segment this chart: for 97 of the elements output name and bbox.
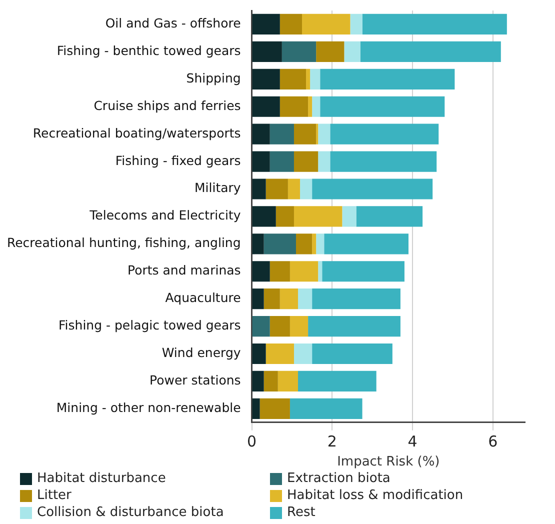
legend-label: Litter xyxy=(37,488,72,503)
bar xyxy=(300,178,312,200)
y-tick-label: Recreational boating/watersports xyxy=(32,125,241,140)
bar xyxy=(290,316,308,337)
bar xyxy=(280,68,306,90)
bar xyxy=(312,288,400,310)
bar xyxy=(252,206,276,227)
bar xyxy=(310,68,320,90)
bar xyxy=(252,178,266,200)
bar xyxy=(280,96,308,117)
x-tick-label: 2 xyxy=(327,432,337,450)
x-tick-label: 6 xyxy=(488,432,498,450)
y-tick-label: Shipping xyxy=(186,70,241,86)
bar xyxy=(264,370,278,392)
bar xyxy=(290,261,318,282)
y-tick-label: Fishing - fixed gears xyxy=(115,152,241,168)
x-axis-title: Impact Risk (%) xyxy=(337,454,440,470)
y-tick-label: Aquaculture xyxy=(165,290,242,306)
y-tick-label: Recreational hunting, fishing, angling xyxy=(6,235,241,250)
bar xyxy=(252,234,264,254)
bar xyxy=(308,316,400,337)
bar xyxy=(252,14,280,35)
bar xyxy=(342,206,356,227)
bar xyxy=(324,234,408,254)
bar xyxy=(260,398,290,419)
x-tick-label: 4 xyxy=(408,432,418,450)
bar xyxy=(320,96,445,117)
bar xyxy=(318,124,330,144)
bar xyxy=(252,343,266,364)
bar xyxy=(266,178,288,200)
bar xyxy=(316,41,344,62)
bar xyxy=(252,68,280,90)
x-tick-label: 0 xyxy=(247,432,257,450)
bar xyxy=(294,206,342,227)
legend-label: Collision & disturbance biota xyxy=(37,505,224,520)
bar xyxy=(322,261,404,282)
bar xyxy=(276,206,294,227)
y-tick-label: Fishing - benthic towed gears xyxy=(56,42,241,58)
y-tick-label: Fishing - pelagic towed gears xyxy=(58,318,241,333)
bar xyxy=(252,370,264,392)
bar xyxy=(252,398,260,419)
y-tick-label: Oil and Gas - offshore xyxy=(105,15,242,30)
bar xyxy=(290,398,362,419)
bar xyxy=(318,151,330,172)
bar xyxy=(306,68,310,90)
bar xyxy=(282,41,316,62)
y-tick-label: Ports and marinas xyxy=(127,262,241,278)
bar xyxy=(294,124,316,144)
bar xyxy=(312,234,316,254)
bar xyxy=(252,288,264,310)
bar xyxy=(252,124,270,144)
bar xyxy=(316,234,324,254)
bar xyxy=(356,206,423,227)
bar xyxy=(264,234,296,254)
bar xyxy=(318,261,322,282)
y-tick-label: Mining - other non-renewable xyxy=(56,400,242,415)
bar xyxy=(312,178,433,200)
bar xyxy=(252,96,280,117)
bar xyxy=(298,288,312,310)
bar xyxy=(252,261,270,282)
bar xyxy=(270,316,290,337)
bar xyxy=(252,151,270,172)
bar xyxy=(362,14,507,35)
bar xyxy=(330,151,437,172)
bar xyxy=(288,178,300,200)
bar xyxy=(252,41,282,62)
bar xyxy=(344,41,360,62)
bar xyxy=(330,124,439,144)
legend-label: Habitat disturbance xyxy=(37,471,166,486)
bar xyxy=(266,343,294,364)
y-tick-label: Power stations xyxy=(150,372,241,388)
bar xyxy=(298,370,376,392)
bar xyxy=(296,234,312,254)
bar xyxy=(312,96,320,117)
bar xyxy=(280,14,302,35)
y-tick-label: Telecoms and Electricity xyxy=(88,208,242,223)
bar xyxy=(360,41,501,62)
bar xyxy=(308,96,312,117)
bar xyxy=(302,14,350,35)
y-tick-label: Military xyxy=(194,180,242,196)
bar xyxy=(252,316,270,337)
bar xyxy=(294,151,318,172)
bar xyxy=(320,68,455,90)
bar xyxy=(280,288,298,310)
bar xyxy=(278,370,298,392)
bar xyxy=(270,151,294,172)
legend-label: Rest xyxy=(287,505,316,520)
bar xyxy=(350,14,362,35)
bar xyxy=(270,124,294,144)
y-tick-label: Cruise ships and ferries xyxy=(94,98,241,113)
bar xyxy=(270,261,290,282)
bar xyxy=(264,288,280,310)
legend-label: Habitat loss & modification xyxy=(287,488,464,503)
bar xyxy=(312,343,392,364)
bar xyxy=(294,343,312,364)
legend-label: Extraction biota xyxy=(287,471,390,486)
y-tick-label: Wind energy xyxy=(162,345,242,360)
